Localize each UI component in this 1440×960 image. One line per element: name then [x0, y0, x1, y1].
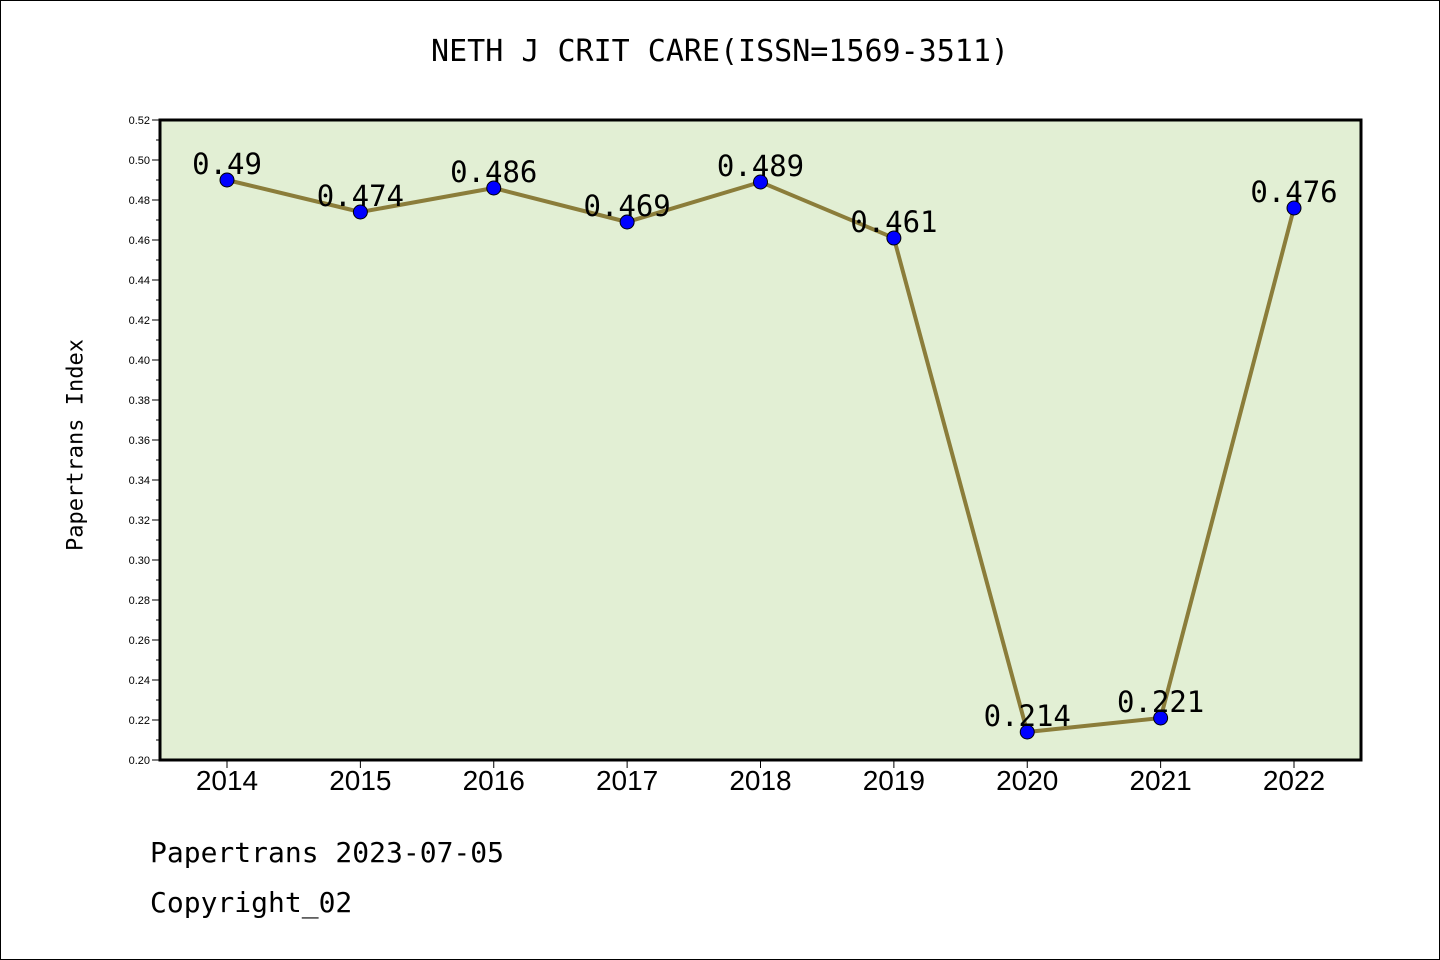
x-axis: 2014 2015 2016 2017 2018 2019 2020 2021 2022	[196, 760, 1325, 796]
data-point	[486, 180, 502, 196]
x-tick-label: 2020	[996, 765, 1058, 796]
data-point	[1019, 724, 1035, 740]
data-point	[886, 230, 902, 246]
data-points	[219, 172, 1302, 740]
x-tick-label: 2022	[1263, 765, 1325, 796]
data-label: 0.486	[450, 155, 537, 189]
x-tick-label: 2019	[863, 765, 925, 796]
x-tick-label: 2015	[329, 765, 391, 796]
y-axis: 0.20 0.22 0.24 0.26 0.28 0.30 0.32 0.34 0.36 0.38…	[129, 115, 160, 767]
chart-title: NETH J CRIT CARE(ISSN=1569-3511)	[431, 34, 1009, 69]
y-tick-label: 0.46	[129, 235, 150, 247]
x-tick-label: 2014	[196, 765, 258, 796]
data-point	[619, 214, 635, 230]
y-tick-label: 0.34	[129, 475, 150, 487]
y-tick-label: 0.42	[129, 315, 150, 327]
footer-date: Papertrans 2023-07-05	[150, 836, 505, 869]
y-tick-label: 0.44	[129, 275, 150, 287]
data-label: 0.221	[1117, 685, 1204, 719]
y-tick-label: 0.20	[129, 755, 150, 767]
y-tick-label: 0.28	[129, 595, 150, 607]
y-tick-label: 0.50	[129, 155, 150, 167]
y-tick-label: 0.24	[129, 675, 150, 687]
y-tick-label: 0.32	[129, 515, 150, 527]
data-label: 0.469	[583, 189, 670, 223]
x-tick-label: 2017	[596, 765, 658, 796]
y-tick-label: 0.40	[129, 355, 150, 367]
y-tick-label: 0.52	[129, 115, 150, 127]
data-point	[219, 172, 235, 188]
footer-copyright: Copyright_02	[150, 886, 353, 919]
x-tick-label: 2018	[729, 765, 791, 796]
y-tick-label: 0.36	[129, 435, 150, 447]
y-tick-label: 0.48	[129, 195, 150, 207]
plot-border	[158, 118, 1363, 762]
y-tick-label: 0.22	[129, 715, 150, 727]
data-point	[352, 204, 368, 220]
data-label: 0.474	[317, 179, 404, 213]
data-label: 0.489	[717, 149, 804, 183]
y-tick-label: 0.38	[129, 395, 150, 407]
y-tick-label: 0.30	[129, 555, 150, 567]
data-point	[1286, 200, 1302, 216]
data-label: 0.476	[1250, 175, 1337, 209]
data-label: 0.214	[984, 699, 1071, 733]
data-point	[1153, 710, 1169, 726]
data-labels: 0.49 0.474 0.486 0.469 0.489 0.461 0.214 0.221 0…	[192, 147, 1338, 733]
data-label: 0.49	[192, 147, 262, 181]
x-tick-label: 2016	[463, 765, 525, 796]
data-label: 0.461	[850, 205, 937, 239]
data-point	[753, 174, 768, 190]
x-tick-label: 2021	[1129, 765, 1191, 796]
y-tick-label: 0.26	[129, 635, 150, 647]
plot-area	[160, 120, 1361, 760]
